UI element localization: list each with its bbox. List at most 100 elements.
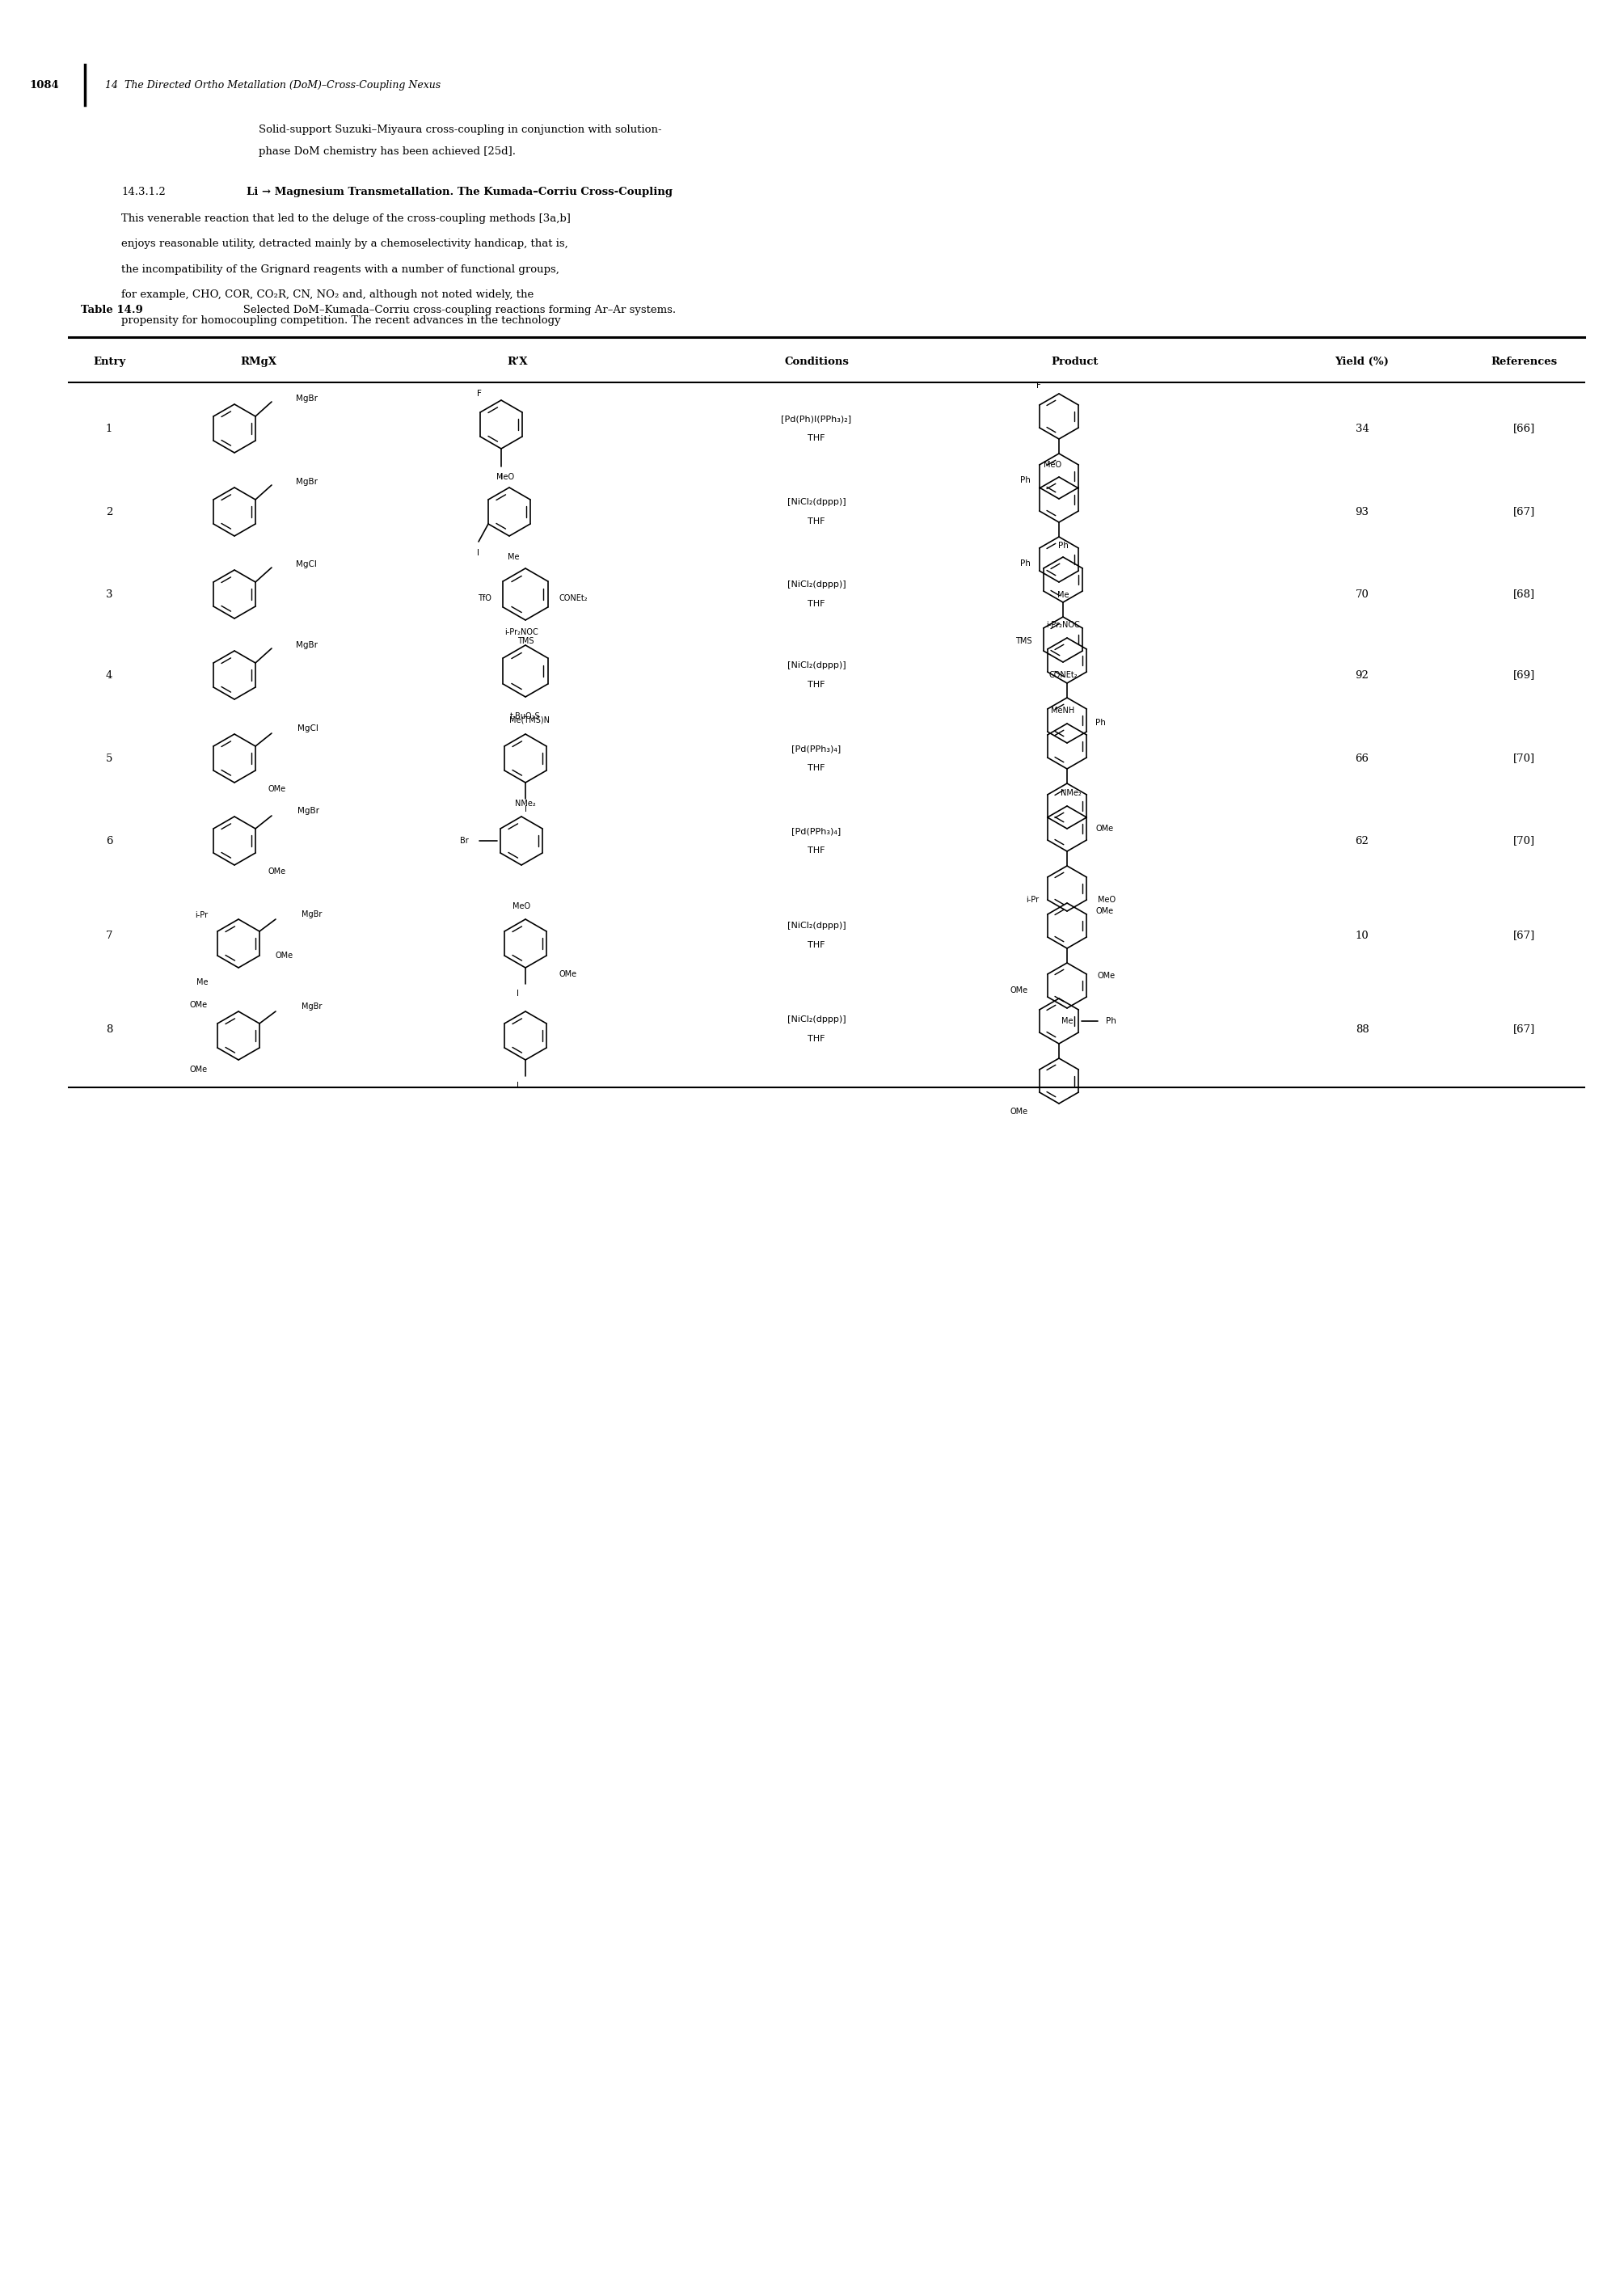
Text: References: References — [1491, 355, 1557, 367]
Text: NMe₂: NMe₂ — [515, 800, 536, 807]
Text: MeO: MeO — [513, 903, 531, 910]
Text: TMS: TMS — [516, 637, 534, 644]
Text: THF: THF — [807, 518, 825, 525]
Text: [69]: [69] — [1512, 669, 1535, 681]
Text: THF: THF — [807, 433, 825, 442]
Text: I: I — [516, 1082, 518, 1089]
Text: I: I — [525, 804, 526, 814]
Text: MgBr: MgBr — [302, 910, 322, 919]
Text: MeNH: MeNH — [1051, 706, 1075, 715]
Text: THF: THF — [807, 942, 825, 949]
Text: [Pd(Ph)I(PPh₃)₂]: [Pd(Ph)I(PPh₃)₂] — [781, 415, 851, 422]
Text: Entry: Entry — [93, 355, 125, 367]
Text: Ph: Ph — [1057, 541, 1069, 550]
Text: i-Pr: i-Pr — [195, 912, 208, 919]
Text: Ph: Ph — [1106, 1018, 1116, 1025]
Text: Li → Magnesium Transmetallation. The Kumada–Corriu Cross-Coupling: Li → Magnesium Transmetallation. The Kum… — [247, 186, 672, 197]
Text: 7: 7 — [106, 931, 112, 940]
Text: I: I — [500, 472, 502, 481]
Text: 4: 4 — [106, 669, 112, 681]
Text: [NiCl₂(dppp)]: [NiCl₂(dppp)] — [788, 662, 846, 669]
Text: RMgX: RMgX — [240, 355, 276, 367]
Text: THF: THF — [807, 681, 825, 690]
Text: [NiCl₂(dppp)]: [NiCl₂(dppp)] — [788, 1015, 846, 1025]
Text: 66: 66 — [1354, 754, 1369, 763]
Text: 8: 8 — [106, 1025, 112, 1034]
Text: propensity for homocoupling competition. The recent advances in the technology: propensity for homocoupling competition.… — [122, 314, 560, 325]
Text: Conditions: Conditions — [784, 355, 849, 367]
Text: 3: 3 — [106, 589, 112, 601]
Text: t-BuO₂S: t-BuO₂S — [510, 713, 541, 720]
Text: R’X: R’X — [507, 355, 528, 367]
Text: 70: 70 — [1356, 589, 1369, 601]
Text: [67]: [67] — [1512, 507, 1535, 518]
Text: Selected DoM–Kumada–Corriu cross-coupling reactions forming Ar–Ar systems.: Selected DoM–Kumada–Corriu cross-couplin… — [232, 305, 676, 314]
Text: OMe: OMe — [190, 1002, 208, 1008]
Text: NMe₂: NMe₂ — [1060, 788, 1082, 798]
Text: MgCl: MgCl — [296, 559, 317, 568]
Text: OMe: OMe — [559, 970, 577, 979]
Text: OMe: OMe — [1010, 1107, 1028, 1116]
Text: [70]: [70] — [1514, 754, 1535, 763]
Text: OMe: OMe — [274, 951, 292, 960]
Text: This venerable reaction that led to the deluge of the cross-coupling methods [3a: This venerable reaction that led to the … — [122, 213, 570, 225]
Text: [Pd(PPh₃)₄]: [Pd(PPh₃)₄] — [791, 745, 841, 752]
Text: [67]: [67] — [1512, 1025, 1535, 1034]
Text: MgBr: MgBr — [296, 477, 318, 486]
Text: 92: 92 — [1356, 669, 1369, 681]
Text: i-Pr₂NOC: i-Pr₂NOC — [1046, 621, 1080, 628]
Text: 62: 62 — [1356, 837, 1369, 846]
Text: MgBr: MgBr — [296, 642, 318, 649]
Text: [NiCl₂(dppp)]: [NiCl₂(dppp)] — [788, 497, 846, 507]
Text: [68]: [68] — [1514, 589, 1535, 601]
Text: 14  The Directed Ortho Metallation (DoM)–Cross-Coupling Nexus: 14 The Directed Ortho Metallation (DoM)–… — [106, 80, 440, 89]
Text: Me(TMS)N: Me(TMS)N — [510, 715, 549, 724]
Text: 34: 34 — [1356, 424, 1369, 433]
Text: 14.3.1.2: 14.3.1.2 — [122, 186, 166, 197]
Text: THF: THF — [807, 846, 825, 855]
Text: CONEt₂: CONEt₂ — [1049, 672, 1077, 678]
Text: MeO: MeO — [1098, 896, 1116, 903]
Text: MeO: MeO — [497, 472, 515, 481]
Text: Ph: Ph — [1020, 477, 1031, 484]
Text: OMe: OMe — [1095, 825, 1112, 832]
Text: 88: 88 — [1356, 1025, 1369, 1034]
Text: Ph: Ph — [1020, 559, 1031, 568]
Text: 10: 10 — [1356, 931, 1369, 940]
Text: i-Pr₂NOC: i-Pr₂NOC — [505, 628, 538, 637]
Text: MgBr: MgBr — [297, 807, 320, 816]
Text: [66]: [66] — [1512, 424, 1535, 433]
Text: [NiCl₂(dppp)]: [NiCl₂(dppp)] — [788, 580, 846, 589]
Text: OMe: OMe — [268, 786, 286, 793]
Text: THF: THF — [807, 601, 825, 607]
Text: 93: 93 — [1354, 507, 1369, 518]
Text: MgCl: MgCl — [297, 724, 318, 733]
Text: TfO: TfO — [477, 594, 492, 603]
Text: MeO: MeO — [1044, 461, 1062, 470]
Text: 5: 5 — [106, 754, 112, 763]
Text: Me: Me — [197, 979, 208, 986]
Text: Product: Product — [1051, 355, 1099, 367]
Text: Solid-support Suzuki–Miyaura cross-coupling in conjunction with solution-: Solid-support Suzuki–Miyaura cross-coupl… — [258, 124, 661, 135]
Text: [67]: [67] — [1512, 931, 1535, 940]
Text: I: I — [476, 550, 479, 557]
Text: phase DoM chemistry has been achieved [25d].: phase DoM chemistry has been achieved [2… — [258, 147, 516, 156]
Text: i-Pr: i-Pr — [1026, 896, 1039, 903]
Text: 1084: 1084 — [29, 80, 60, 89]
Text: [NiCl₂(dppp)]: [NiCl₂(dppp)] — [788, 921, 846, 931]
Text: for example, CHO, COR, CO₂R, CN, NO₂ and, although not noted widely, the: for example, CHO, COR, CO₂R, CN, NO₂ and… — [122, 289, 534, 300]
Text: THF: THF — [807, 763, 825, 772]
Text: [70]: [70] — [1514, 837, 1535, 846]
Text: Ph: Ph — [1095, 720, 1106, 727]
Text: 1: 1 — [106, 424, 112, 433]
Text: 6: 6 — [106, 837, 112, 846]
Text: OMe: OMe — [1098, 972, 1116, 981]
Text: CONEt₂: CONEt₂ — [559, 594, 588, 603]
Text: 2: 2 — [106, 507, 112, 518]
Text: Table 14.9: Table 14.9 — [81, 305, 143, 314]
Text: Me: Me — [1057, 591, 1069, 598]
Text: MgBr: MgBr — [302, 1002, 322, 1011]
Text: OMe: OMe — [190, 1066, 208, 1073]
Text: MgBr: MgBr — [296, 394, 318, 403]
Text: OMe: OMe — [1010, 986, 1028, 995]
